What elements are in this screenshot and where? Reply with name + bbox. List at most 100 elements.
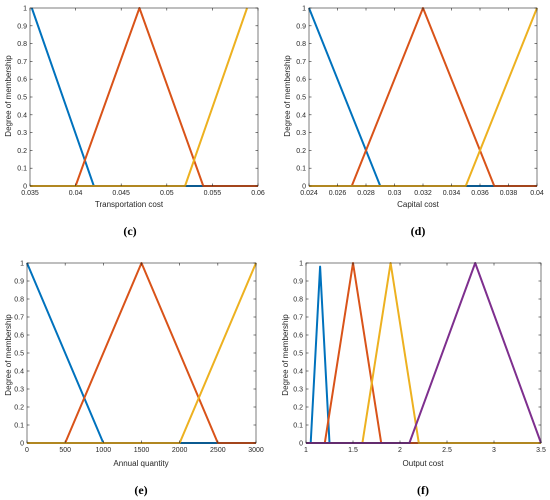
- ytick-label-f-6: 0.6: [293, 333, 303, 340]
- axes-box-e: [26, 262, 257, 444]
- series-d-1: [309, 7, 537, 187]
- xtick-label-c-1: 0.04: [69, 190, 83, 197]
- ytick-label-e-5: 0.5: [14, 351, 24, 358]
- ylabel-e: Degree of membership: [4, 314, 13, 396]
- ytick-label-c-0: 0: [23, 184, 27, 191]
- ytick-label-e-7: 0.7: [14, 315, 24, 322]
- ylabel-c: Degree of membership: [4, 55, 13, 137]
- caption-f: (f): [417, 483, 429, 497]
- xtick-label-c-4: 0.055: [204, 190, 222, 197]
- ytick-label-c-10: 1: [23, 6, 27, 13]
- ytick-label-f-5: 0.5: [293, 351, 303, 358]
- xtick-label-d-1: 0.026: [329, 190, 347, 197]
- ytick-label-d-4: 0.4: [296, 112, 306, 119]
- ytick-label-e-10: 1: [20, 261, 24, 268]
- ytick-label-c-4: 0.4: [17, 112, 27, 119]
- xtick-label-f-2: 2: [398, 447, 402, 454]
- ytick-label-e-2: 0.2: [14, 405, 24, 412]
- ytick-label-c-5: 0.5: [17, 95, 27, 102]
- xtick-label-f-1: 1.5: [348, 447, 358, 454]
- xtick-label-f-5: 3.5: [536, 447, 546, 454]
- ytick-label-c-2: 0.2: [17, 148, 27, 155]
- panel-d: 0.024 0.026 0.028 0.03 0.032 0.034 0.036 0.038 0…: [283, 6, 544, 239]
- axes-box-f: [305, 262, 542, 444]
- caption-e: (e): [134, 483, 147, 497]
- xlabel-d: Capital cost: [397, 200, 440, 209]
- plot-area-f: 1 1.5 2 2.5 3 3.5 0 0.1 0.2 0.3 0.4 0.5 0.6 0.7 0.8 0.9…: [293, 261, 546, 455]
- panel-f: 1 1.5 2 2.5 3 3.5 0 0.1 0.2 0.3 0.4 0.5 0.6 0.7 0.8 0.9…: [281, 261, 546, 498]
- ytick-label-f-7: 0.7: [293, 315, 303, 322]
- xtick-label-e-5: 2500: [210, 447, 226, 454]
- series-d-2: [309, 7, 538, 187]
- series-f-3: [306, 262, 542, 444]
- ytick-label-c-9: 0.9: [17, 23, 27, 30]
- ytick-label-c-7: 0.7: [17, 59, 27, 66]
- plot-area-c: 0.035 0.04 0.045 0.05 0.055 0.06 0 0.1 0.2 0.3 0.4…: [17, 6, 265, 198]
- ytick-label-d-2: 0.2: [296, 148, 306, 155]
- xlabel-f: Output cost: [403, 459, 445, 468]
- series-f-0: [306, 265, 541, 444]
- ytick-label-e-6: 0.6: [14, 333, 24, 340]
- xlabel-c: Transportation cost: [95, 200, 164, 209]
- ylabel-f: Degree of membership: [281, 314, 290, 396]
- panel-c: 0.035 0.04 0.045 0.05 0.055 0.06 0 0.1 0.2 0.3 0.4…: [4, 6, 265, 239]
- ytick-label-e-1: 0.1: [14, 423, 24, 430]
- ytick-label-d-5: 0.5: [296, 95, 306, 102]
- axes-box-d: [308, 7, 538, 187]
- ytick-label-d-0: 0: [302, 184, 306, 191]
- ytick-label-f-9: 0.9: [293, 279, 303, 286]
- xtick-label-d-5: 0.034: [443, 190, 461, 197]
- ytick-label-e-4: 0.4: [14, 369, 24, 376]
- xlabel-e: Annual quantity: [113, 459, 168, 468]
- plot-area-e: 0 500 1000 1500 2000 2500 3000 0 0.1 0.2 0.3 0.4 0.5…: [14, 261, 264, 455]
- ytick-label-d-9: 0.9: [296, 23, 306, 30]
- xtick-label-d-4: 0.032: [414, 190, 432, 197]
- xtick-label-c-5: 0.06: [251, 190, 265, 197]
- ytick-label-f-2: 0.2: [293, 405, 303, 412]
- xtick-label-f-4: 3: [492, 447, 496, 454]
- ytick-label-f-4: 0.4: [293, 369, 303, 376]
- ytick-label-f-3: 0.3: [293, 387, 303, 394]
- ylabel-d: Degree of membership: [283, 55, 292, 137]
- xtick-label-e-4: 2000: [172, 447, 188, 454]
- xtick-label-d-7: 0.038: [500, 190, 518, 197]
- xtick-label-f-3: 2.5: [442, 447, 452, 454]
- xtick-label-e-0: 0: [25, 447, 29, 454]
- xtick-label-f-0: 1: [304, 447, 308, 454]
- series-f-1: [306, 262, 541, 444]
- ytick-label-c-1: 0.1: [17, 166, 27, 173]
- caption-d: (d): [411, 224, 426, 238]
- panel-e: 0 500 1000 1500 2000 2500 3000 0 0.1 0.2 0.3 0.4 0.5…: [4, 261, 264, 498]
- ytick-label-e-8: 0.8: [14, 297, 24, 304]
- ytick-label-e-3: 0.3: [14, 387, 24, 394]
- xtick-label-d-3: 0.03: [388, 190, 402, 197]
- series-c-0: [30, 7, 258, 187]
- ytick-label-f-1: 0.1: [293, 423, 303, 430]
- xtick-label-d-8: 0.04: [530, 190, 544, 197]
- ytick-label-d-6: 0.6: [296, 77, 306, 84]
- ytick-label-d-3: 0.3: [296, 130, 306, 137]
- ytick-label-c-3: 0.3: [17, 130, 27, 137]
- ytick-label-d-7: 0.7: [296, 59, 306, 66]
- series-e-1: [27, 262, 256, 444]
- ytick-label-f-0: 0: [299, 441, 303, 448]
- xtick-label-e-3: 1500: [134, 447, 150, 454]
- ytick-label-c-6: 0.6: [17, 77, 27, 84]
- series-c-1: [30, 7, 258, 187]
- xtick-label-c-2: 0.045: [112, 190, 130, 197]
- ytick-label-d-1: 0.1: [296, 166, 306, 173]
- xtick-label-e-2: 1000: [96, 447, 112, 454]
- xtick-label-e-6: 3000: [248, 447, 264, 454]
- xtick-label-c-3: 0.05: [160, 190, 174, 197]
- xtick-label-e-1: 500: [59, 447, 71, 454]
- ytick-label-f-8: 0.8: [293, 297, 303, 304]
- ytick-label-d-8: 0.8: [296, 41, 306, 48]
- ytick-label-f-10: 1: [299, 261, 303, 268]
- ytick-label-e-9: 0.9: [14, 279, 24, 286]
- plot-area-d: 0.024 0.026 0.028 0.03 0.032 0.034 0.036 0.038 0…: [296, 6, 544, 198]
- series-e-2: [27, 262, 257, 444]
- caption-c: (c): [123, 224, 136, 238]
- ytick-label-c-8: 0.8: [17, 41, 27, 48]
- xtick-label-c-0: 0.035: [21, 190, 39, 197]
